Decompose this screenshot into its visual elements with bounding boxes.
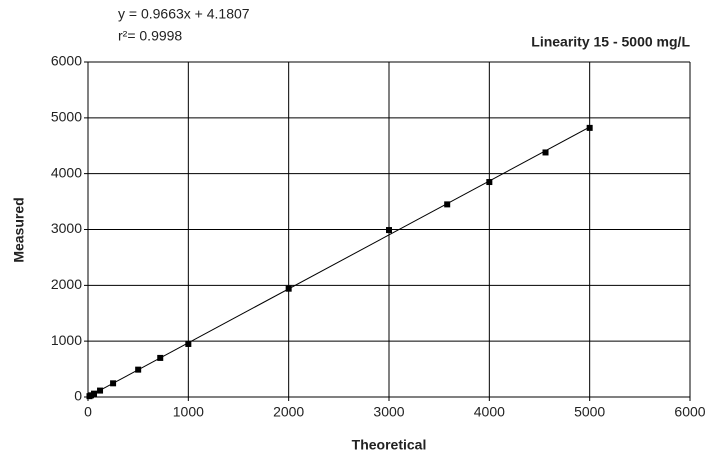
point: [88, 392, 95, 399]
point: [110, 380, 117, 387]
point: [486, 179, 493, 186]
point: [285, 285, 292, 292]
point: [135, 366, 142, 373]
point: [542, 149, 549, 156]
chart-title: Linearity 15 - 5000 mg/L: [531, 34, 690, 50]
y-tick-label: 4000: [51, 164, 82, 180]
x-axis-label: Theoretical: [352, 437, 427, 453]
x-tick-label: 4000: [474, 404, 505, 420]
y-tick-label: 3000: [51, 220, 82, 236]
r-squared: r²= 0.9998: [118, 28, 182, 44]
point: [185, 340, 192, 347]
point: [97, 387, 104, 394]
y-tick-label: 0: [74, 388, 82, 404]
point: [91, 390, 98, 397]
trendline-equation: y = 0.9663x + 4.1807: [118, 6, 250, 22]
y-tick-label: 6000: [51, 53, 82, 69]
point: [157, 354, 164, 361]
x-tick-label: 6000: [674, 404, 705, 420]
y-axis-label: Measured: [11, 197, 27, 262]
x-tick-label: 1000: [173, 404, 204, 420]
x-tick-label: 2000: [273, 404, 304, 420]
point: [386, 227, 392, 234]
y-tick-label: 2000: [51, 276, 82, 292]
x-tick-label: 3000: [373, 404, 404, 420]
y-tick-label: 5000: [51, 109, 82, 125]
x-tick-label: 5000: [574, 404, 605, 420]
x-tick-label: 0: [84, 404, 92, 420]
point: [444, 201, 451, 208]
point: [586, 124, 593, 131]
trendline: [89, 126, 590, 397]
y-tick-label: 1000: [51, 332, 82, 348]
